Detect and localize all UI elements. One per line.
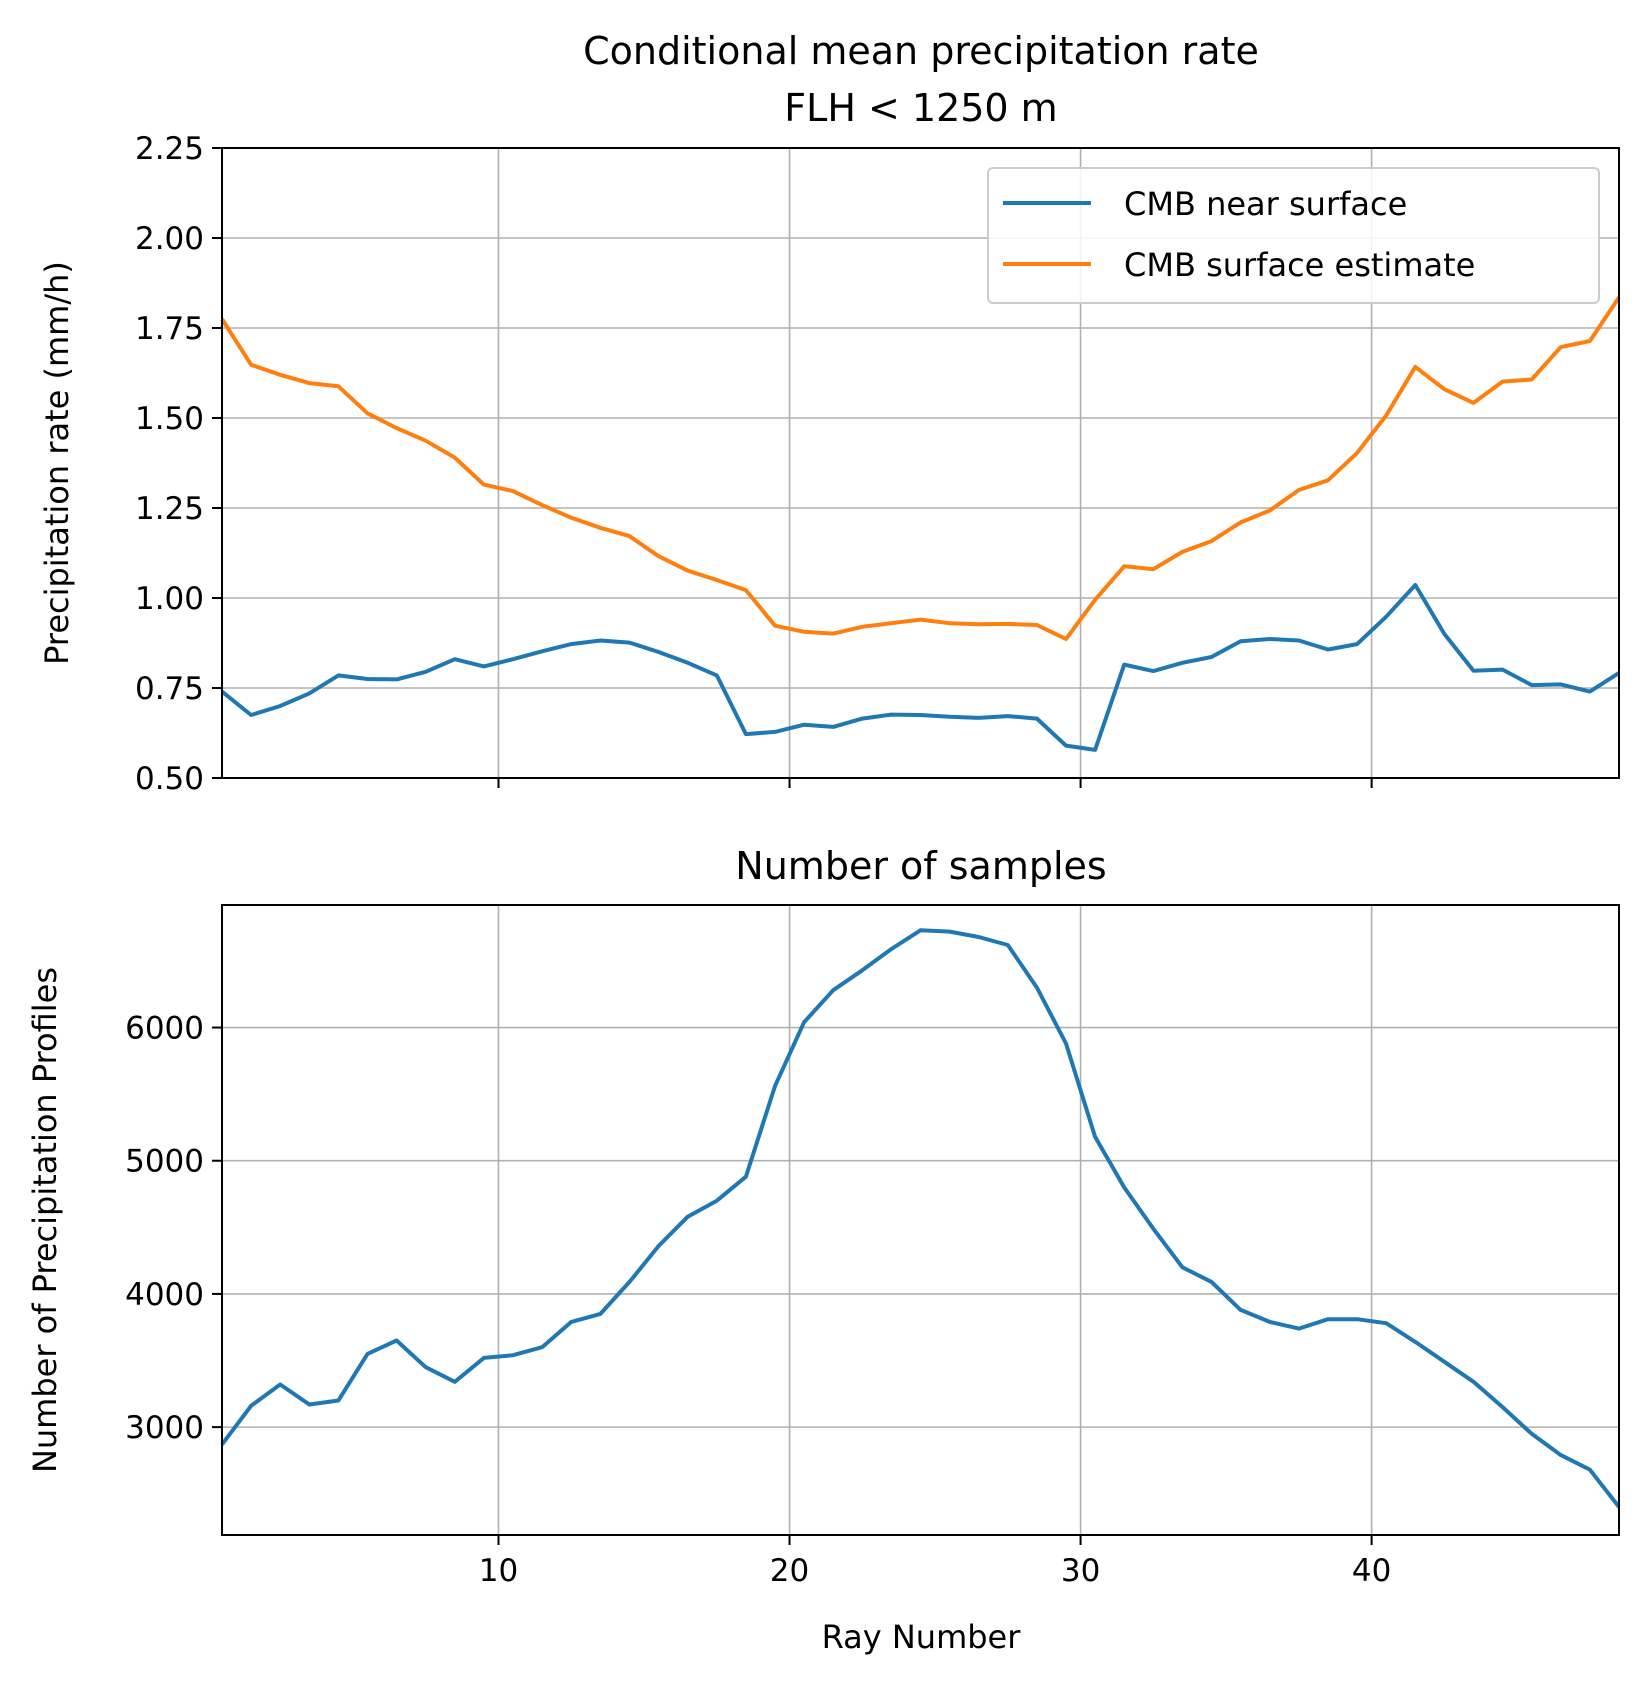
legend: CMB near surface CMB surface estimate	[987, 167, 1600, 304]
y-tick-label: 5000	[125, 1144, 204, 1180]
x-tick-label: 10	[479, 1553, 518, 1589]
chart-number-of-samples: Number of samples 10 20 30 40 3000 4000 5000 6…	[26, 844, 1621, 1656]
chart-title-line-1: Conditional mean precipitation rate	[583, 29, 1259, 73]
series-line-samples	[220, 928, 1621, 1509]
y-tick-label: 0.75	[135, 671, 204, 707]
x-tick-label: 40	[1352, 1553, 1391, 1589]
y-tick-label: 0.50	[135, 761, 204, 797]
y-tick-label: 4000	[125, 1277, 204, 1313]
y-tick-label: 1.25	[135, 491, 204, 527]
y-tick-label: 2.00	[135, 221, 204, 257]
y-tick-label: 2.25	[135, 131, 204, 167]
plot-frame	[221, 147, 1620, 779]
grid-layer	[222, 905, 1619, 1535]
y-axis-label: Precipitation rate (mm/h)	[38, 261, 76, 665]
x-tick-label: 30	[1061, 1553, 1100, 1589]
y-tick-layer: 0.50 0.75 1.00 1.25 1.50 1.75 2.00 2.25	[135, 131, 222, 797]
series-line-cmb-surface-estimate	[220, 296, 1621, 641]
y-tick-label: 6000	[125, 1011, 204, 1047]
x-tick-layer	[497, 778, 1373, 788]
x-tick-label: 20	[770, 1553, 809, 1589]
legend-box	[987, 167, 1600, 304]
x-tick-layer: 10 20 30 40	[479, 1535, 1391, 1589]
legend-label-near-surface: CMB near surface	[1124, 185, 1407, 223]
y-tick-label: 3000	[125, 1410, 204, 1446]
series-layer	[220, 296, 1621, 752]
chart-title-line-2: FLH < 1250 m	[784, 86, 1057, 130]
chart-precipitation-rate: Conditional mean precipitation rate FLH …	[38, 29, 1621, 797]
series-line-cmb-near-surface	[220, 583, 1621, 752]
y-tick-label: 1.50	[135, 401, 204, 437]
legend-label-surface-estimate: CMB surface estimate	[1124, 246, 1475, 284]
y-tick-label: 1.75	[135, 311, 204, 347]
y-tick-layer: 3000 4000 5000 6000	[125, 1011, 222, 1446]
series-layer	[220, 928, 1621, 1509]
y-axis-label: Number of Precipitation Profiles	[26, 967, 64, 1473]
y-tick-label: 1.00	[135, 581, 204, 617]
x-axis-label: Ray Number	[822, 1618, 1022, 1656]
chart-title: Number of samples	[735, 844, 1106, 888]
plot-frame	[221, 904, 1620, 1536]
